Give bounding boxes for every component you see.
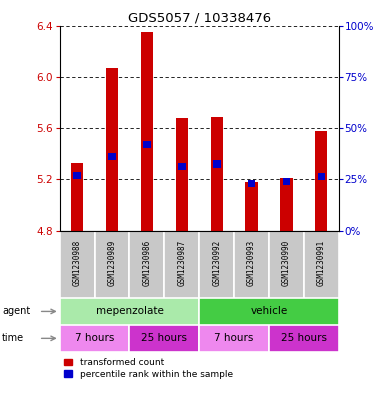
Bar — [213, 160, 221, 167]
Bar — [164, 231, 199, 298]
Bar — [71, 163, 83, 231]
Bar — [95, 231, 129, 298]
Bar — [108, 153, 116, 160]
Text: GSM1230989: GSM1230989 — [107, 240, 117, 286]
Bar — [129, 231, 164, 298]
Text: GSM1230990: GSM1230990 — [282, 240, 291, 286]
Text: GSM1230987: GSM1230987 — [177, 240, 186, 286]
Text: 7 hours: 7 hours — [75, 333, 114, 343]
Bar — [143, 141, 151, 148]
Text: 25 hours: 25 hours — [281, 333, 327, 343]
Bar — [269, 325, 339, 352]
Bar — [129, 325, 199, 352]
Text: 25 hours: 25 hours — [141, 333, 187, 343]
Text: GSM1230992: GSM1230992 — [212, 240, 221, 286]
Bar — [315, 130, 328, 231]
Bar — [318, 173, 325, 180]
Bar — [176, 118, 188, 231]
Bar — [211, 117, 223, 231]
Text: GSM1230986: GSM1230986 — [142, 240, 151, 286]
Bar — [141, 32, 153, 231]
Bar — [73, 172, 81, 179]
Text: agent: agent — [2, 307, 30, 316]
Text: vehicle: vehicle — [250, 307, 288, 316]
Bar — [106, 68, 118, 231]
Bar — [60, 298, 199, 325]
Bar — [283, 178, 290, 185]
Bar — [199, 325, 269, 352]
Text: time: time — [2, 333, 24, 343]
Text: GSM1230991: GSM1230991 — [317, 240, 326, 286]
Text: GSM1230993: GSM1230993 — [247, 240, 256, 286]
Text: 7 hours: 7 hours — [214, 333, 254, 343]
Bar — [280, 178, 293, 231]
Bar — [246, 182, 258, 231]
Bar — [304, 231, 339, 298]
Bar — [199, 298, 339, 325]
Bar — [199, 231, 234, 298]
Text: mepenzolate: mepenzolate — [95, 307, 163, 316]
Bar — [178, 163, 186, 170]
Title: GDS5057 / 10338476: GDS5057 / 10338476 — [128, 11, 271, 24]
Bar — [60, 231, 95, 298]
Bar — [234, 231, 269, 298]
Bar — [248, 180, 255, 187]
Bar — [60, 325, 129, 352]
Bar — [269, 231, 304, 298]
Text: GSM1230988: GSM1230988 — [73, 240, 82, 286]
Legend: transformed count, percentile rank within the sample: transformed count, percentile rank withi… — [64, 358, 233, 379]
